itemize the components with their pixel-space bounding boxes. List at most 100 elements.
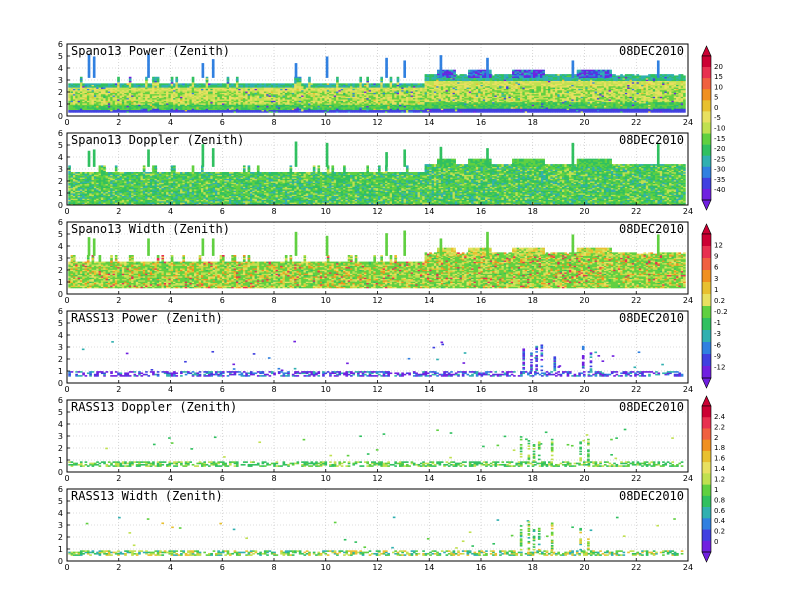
data-cell [173,96,176,99]
data-cell [245,83,248,85]
data-cell [252,101,255,104]
data-cell [226,92,230,95]
data-cell [72,91,76,93]
data-cell [324,83,328,85]
data-cell [128,78,132,80]
data-cell [96,95,99,97]
data-cell [268,99,272,101]
data-cell [79,103,83,105]
data-cell [117,97,120,100]
data-cell [89,86,92,88]
data-cell [210,87,213,89]
data-cell [224,92,227,95]
data-cell [119,91,123,93]
data-cell [277,100,281,103]
data-cell [266,104,269,107]
data-cell [208,99,211,101]
data-cell [84,99,88,101]
data-cell [98,96,102,99]
data-cell [131,101,134,104]
data-cell [175,76,179,79]
data-cell [84,93,88,96]
data-cell [182,84,186,87]
data-cell [228,107,232,109]
data-cell [117,88,120,91]
data-cell [275,103,279,105]
data-cell [426,74,430,76]
data-cell [249,92,253,95]
data-cell [86,96,90,99]
data-cell [270,103,274,105]
data-cell [142,107,146,109]
data-cell [280,100,283,103]
data-cell [275,100,279,103]
data-cell [191,95,195,97]
data-cell [261,101,265,104]
data-cell [147,93,151,96]
data-cell [224,111,227,113]
data-cell [145,84,148,87]
data-cell [84,91,88,93]
data-cell [138,95,141,97]
data-cell [354,83,358,85]
data-cell [124,86,127,88]
data-cell [124,91,127,93]
data-cell [72,107,76,109]
data-cell [110,96,113,99]
data-cell [242,92,246,95]
data-cell [198,91,202,93]
data-cell [103,103,106,105]
data-cell [259,111,262,113]
data-cell [235,86,239,88]
data-cell [70,99,74,101]
data-cell [114,99,118,101]
data-cell [282,95,286,97]
data-cell [198,87,202,89]
data-cell [212,91,216,93]
data-cell [138,107,141,109]
data-cell [96,105,99,108]
data-cell [142,83,146,85]
data-cell [121,91,125,93]
data-cell [280,86,283,88]
data-cell [203,87,206,89]
data-cell [247,111,251,113]
data-cell [140,111,144,113]
data-cell [242,84,246,87]
data-cell [68,87,71,89]
data-cell [70,104,74,107]
data-cell [77,89,81,92]
data-cell [221,107,225,109]
data-cell [221,93,225,96]
data-cell [121,84,125,87]
data-cell [159,105,162,108]
data-cell [247,101,251,104]
data-cell [119,93,123,96]
data-cell [114,105,118,108]
data-cell [347,83,351,85]
data-cell [82,103,85,105]
data-cell [103,92,106,95]
data-cell [282,88,286,91]
data-cell [161,84,165,87]
data-cell [168,105,172,108]
data-cell [201,92,204,95]
data-cell [245,108,248,111]
data-cell [294,111,297,113]
data-cell [135,103,139,105]
data-cell [233,88,237,91]
data-cell [291,95,295,97]
data-cell [205,103,209,105]
data-cell [126,100,130,103]
data-cell [249,103,253,105]
data-cell [142,100,146,103]
data-cell [284,111,288,113]
data-cell [184,99,188,101]
data-cell [82,95,85,97]
data-cell [77,92,81,95]
data-cell [187,86,190,88]
data-cell [168,101,172,104]
data-cell [210,105,213,108]
data-cell [161,101,165,104]
data-cell [259,87,262,89]
